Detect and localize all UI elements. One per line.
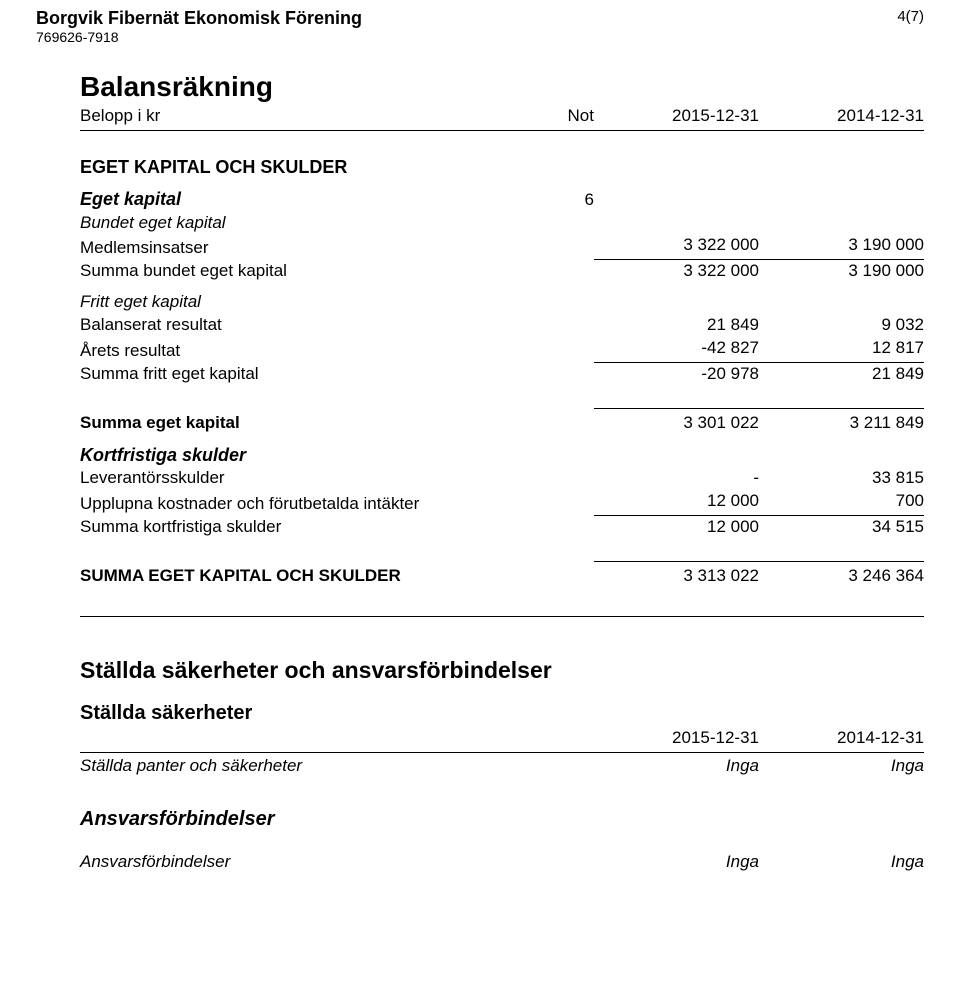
eget-skulder-label: EGET KAPITAL OCH SKULDER [80,155,514,179]
summa-eget-label: Summa eget kapital [80,412,514,435]
ansvars-label: Ansvarsförbindelser [80,851,514,874]
org-id: 769626-7918 [36,29,362,45]
summa-bundet-label: Summa bundet eget kapital [80,260,514,283]
not-label: Not [514,105,594,128]
balres-label: Balanserat resultat [80,314,514,337]
bundet-label: Bundet eget kapital [80,212,514,235]
summa-fritt-label: Summa fritt eget kapital [80,363,514,386]
summa-total-row: SUMMA EGET KAPITAL OCH SKULDER 3 313 022… [80,561,924,588]
summa-fritt-row: Summa fritt eget kapital -20 978 21 849 [80,363,924,386]
lev-v2: 33 815 [759,467,924,490]
medlems-v2: 3 190 000 [759,234,924,260]
fritt-heading: Fritt eget kapital [80,291,924,314]
page: Borgvik Fibernät Ekonomisk Förening 7696… [0,0,960,1006]
lev-label: Leverantörsskulder [80,467,514,490]
uppl-v1: 12 000 [594,490,759,516]
balres-row: Balanserat resultat 21 849 9 032 [80,314,924,337]
lev-v1: - [594,467,759,490]
summa-total-v2: 3 246 364 [759,561,924,588]
stallda-col2: 2014-12-31 [759,727,924,750]
arets-label: Årets resultat [80,340,514,363]
org-name: Borgvik Fibernät Ekonomisk Förening [36,8,362,29]
arets-v1: -42 827 [594,337,759,363]
balres-v2: 9 032 [759,314,924,337]
panter-v2: Inga [759,755,924,778]
lev-row: Leverantörsskulder - 33 815 [80,467,924,490]
kortfr-heading: Kortfristiga skulder [80,443,924,467]
content: Balansräkning Belopp i kr Not 2015-12-31… [36,71,924,874]
stallda-year-row: 2015-12-31 2014-12-31 [80,727,924,753]
summa-kortfr-v2: 34 515 [759,516,924,539]
col-year-1: 2015-12-31 [594,105,759,128]
summa-eget-v2: 3 211 849 [759,408,924,435]
eget-kapital-row: Eget kapital 6 [80,187,924,211]
fritt-label: Fritt eget kapital [80,291,514,314]
summa-kortfr-v1: 12 000 [594,516,759,539]
column-header-row: Belopp i kr Not 2015-12-31 2014-12-31 [80,105,924,131]
bundet-heading: Bundet eget kapital [80,212,924,235]
ansvars-title: Ansvarsförbindelser [80,808,924,831]
medlems-label: Medlemsinsatser [80,237,514,260]
summa-bundet-row: Summa bundet eget kapital 3 322 000 3 19… [80,260,924,283]
summa-fritt-v1: -20 978 [594,363,759,386]
belopp-label: Belopp i kr [80,105,514,128]
eget-kapital-note: 6 [514,189,594,212]
balance-title: Balansräkning [80,71,924,103]
summa-total-v1: 3 313 022 [594,561,759,588]
panter-label: Ställda panter och säkerheter [80,755,514,778]
page-number: 4(7) [897,8,924,25]
uppl-v2: 700 [759,490,924,516]
ansvars-row: Ansvarsförbindelser Inga Inga [80,851,924,874]
summa-eget-row: Summa eget kapital 3 301 022 3 211 849 [80,408,924,435]
col-year-2: 2014-12-31 [759,105,924,128]
ansvars-v1: Inga [594,851,759,874]
stallda-sak-title: Ställda säkerheter [80,702,924,725]
summa-kortfr-row: Summa kortfristiga skulder 12 000 34 515 [80,516,924,539]
kortfr-label: Kortfristiga skulder [80,443,514,467]
eget-skulder-heading: EGET KAPITAL OCH SKULDER [80,155,924,179]
ansvars-v2: Inga [759,851,924,874]
summa-fritt-v2: 21 849 [759,363,924,386]
summa-bundet-v1: 3 322 000 [594,260,759,283]
org-block: Borgvik Fibernät Ekonomisk Förening 7696… [36,8,362,45]
panter-v1: Inga [594,755,759,778]
arets-row: Årets resultat -42 827 12 817 [80,337,924,363]
eget-kapital-label: Eget kapital [80,187,514,211]
uppl-label: Upplupna kostnader och förutbetalda intä… [80,493,514,516]
summa-eget-v1: 3 301 022 [594,408,759,435]
medlems-row: Medlemsinsatser 3 322 000 3 190 000 [80,234,924,260]
uppl-row: Upplupna kostnader och förutbetalda intä… [80,490,924,516]
stallda-col1: 2015-12-31 [594,727,759,750]
page-header: Borgvik Fibernät Ekonomisk Förening 7696… [36,8,924,45]
panter-row: Ställda panter och säkerheter Inga Inga [80,755,924,778]
summa-kortfr-label: Summa kortfristiga skulder [80,516,514,539]
balres-v1: 21 849 [594,314,759,337]
stallda-ansvars-title: Ställda säkerheter och ansvarsförbindels… [80,657,924,684]
divider [80,616,924,617]
arets-v2: 12 817 [759,337,924,363]
summa-total-label: SUMMA EGET KAPITAL OCH SKULDER [80,565,514,588]
summa-bundet-v2: 3 190 000 [759,260,924,283]
medlems-v1: 3 322 000 [594,234,759,260]
